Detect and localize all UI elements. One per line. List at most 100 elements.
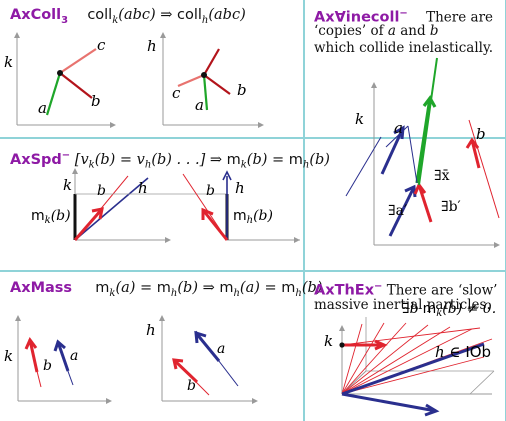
formula-sub: k [240, 159, 247, 171]
worldline-b [468, 119, 500, 219]
axiom-sup: − [61, 150, 71, 161]
formula-sub: h [144, 159, 152, 171]
label-exist-a-prime: ∃a′ [388, 203, 407, 219]
formula-sub-h: h [201, 14, 209, 26]
label-a: a [195, 96, 204, 114]
arrow-h-space [341, 392, 437, 413]
label-h: h ∈ [435, 343, 465, 361]
axis-arrowhead [159, 315, 165, 321]
worldline-a [202, 74, 209, 111]
worldline-a [345, 136, 382, 197]
label-a: a [217, 341, 225, 357]
arrowhead-b [91, 207, 104, 220]
axiom-sup: − [374, 281, 383, 292]
text-line-1: There are ‘slow’ [386, 282, 498, 299]
label-axis-k: k [324, 332, 333, 350]
arrow-b [28, 339, 39, 373]
formula-fragment: (b) [301, 280, 323, 296]
panel-axthex: AxThEx− There are ‘slow’ massive inertia… [304, 271, 506, 421]
arrowhead-b [24, 337, 38, 350]
axiom-subscript: 3 [61, 14, 69, 26]
arrow-b [172, 358, 199, 384]
svg-text:mh(b): mh(b) [233, 208, 273, 226]
label-exist: ∃b [402, 301, 419, 317]
panel-axspd: AxSpd− [vk(b) = vh(b) . . .] ⇒ mk(b) = m… [0, 138, 330, 270]
diagram-right: h a b c [147, 32, 264, 128]
axis-arrowhead [252, 398, 258, 404]
axis-arrowhead [258, 122, 264, 128]
arrow-a [56, 341, 70, 372]
text-fragment: ‘copies’ of [314, 23, 388, 39]
arrowhead-a [53, 339, 66, 352]
formula-m: m [288, 151, 303, 168]
arrowhead-b [201, 207, 214, 220]
diagram-inelastic-collision: k a b ∃x̄ ∃a′ ∃b′ [345, 57, 500, 248]
axis-arrowhead [294, 237, 300, 243]
axis-arrowhead [165, 237, 171, 243]
label-a: a [70, 348, 78, 364]
arrow-x [415, 97, 432, 184]
label-b: b [187, 378, 196, 394]
formula-sub-k: k [112, 14, 119, 26]
axis-arrowhead [339, 325, 345, 331]
label-mass-arg: (b) [51, 208, 71, 224]
label-mass: m [423, 301, 437, 317]
axiom-name: AxThEx [314, 282, 375, 299]
worldline-b-out [203, 48, 220, 76]
text-line-2: ‘copies’ of a and b [314, 23, 439, 39]
formula-fragment: (b) ⇒ [177, 280, 220, 296]
worldline-b [203, 74, 231, 95]
formula-coll-1: coll [87, 7, 113, 23]
worldline-b [59, 72, 93, 99]
label-h: h [138, 179, 148, 197]
panel-title: AxMass mk(a) = mh(b) ⇒ mh(a) = mh(b) [10, 279, 322, 303]
axis-arrowhead [371, 82, 377, 88]
arrowhead-b [172, 358, 184, 370]
label-b: b [97, 183, 106, 199]
event-point [339, 342, 345, 348]
formula-fragment: (a) = [115, 280, 157, 296]
axiom-name: Ax∀inecoll [314, 9, 400, 26]
label-b: b [91, 92, 101, 110]
formula-sub: k [109, 287, 116, 299]
label-b: b [206, 183, 215, 199]
arrowhead-slow [374, 339, 388, 351]
panel-title: Ax∀inecoll− There are [314, 6, 493, 26]
axis-arrowhead [106, 398, 112, 404]
diagram-speed: k b h mk(b) h b mh(b) [31, 168, 300, 243]
text-line-3: which collide inelastically. [314, 40, 494, 56]
text-line-2: massive inertial particles. [314, 297, 491, 313]
grid-horizontal-right [303, 270, 506, 272]
label-axis-h: h [146, 321, 156, 339]
axiom-name: AxSpd [10, 151, 62, 168]
cone-rim [341, 327, 481, 346]
label-iob: IOb [465, 343, 491, 361]
formula-arg-1: (abc) ⇒ [118, 7, 178, 23]
label-axis-k: k [63, 176, 72, 194]
axis-arrowhead [160, 32, 166, 38]
label-mass: m [233, 208, 247, 224]
axis-arrowhead [72, 168, 78, 174]
arrow-b-prime [417, 184, 433, 223]
worldline-c [177, 73, 205, 88]
formula-sub: k [88, 159, 95, 171]
formula-fragment: (b) = v [94, 151, 145, 168]
label-exist-x: ∃x̄ [434, 168, 450, 184]
text-fragment-b: b [429, 23, 439, 39]
formula-fragment: (b) = [246, 151, 289, 168]
arrow-b [201, 209, 229, 241]
worldline-h [74, 177, 149, 241]
formula-m: m [219, 280, 234, 296]
text-fragment-a: a [387, 23, 396, 39]
label-axis-k: k [4, 347, 13, 365]
grid-vertical [303, 0, 305, 421]
label-c: c [97, 36, 106, 54]
label-exist-b-prime: ∃b′ [441, 199, 461, 215]
diagram-left: k a b c [4, 32, 116, 128]
label-axis-h: h [147, 37, 157, 55]
panel-title: AxThEx− There are ‘slow’ [314, 279, 497, 299]
formula-fragment: (a) = [239, 280, 282, 296]
arrow-a [380, 127, 405, 175]
formula-m: m [226, 151, 241, 168]
arrowhead-h [222, 170, 232, 181]
